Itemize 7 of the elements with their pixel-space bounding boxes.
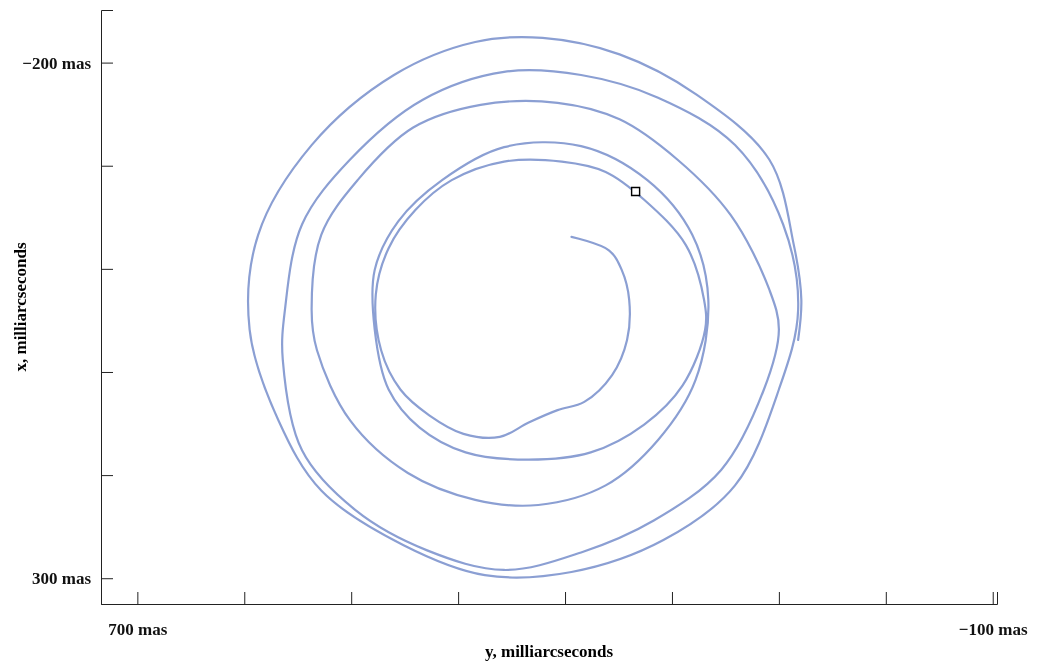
y-tick-label: −200 mas — [22, 53, 92, 73]
y-axis-title: x, milliarcseconds — [11, 242, 30, 372]
x-tick-label: 700 mas — [108, 620, 168, 640]
x-tick-label: −100 mas — [958, 620, 1028, 640]
line-series — [248, 36, 803, 578]
y-tick-label: 300 mas — [31, 569, 92, 589]
x-axis-title: y, milliarcseconds — [484, 642, 614, 661]
